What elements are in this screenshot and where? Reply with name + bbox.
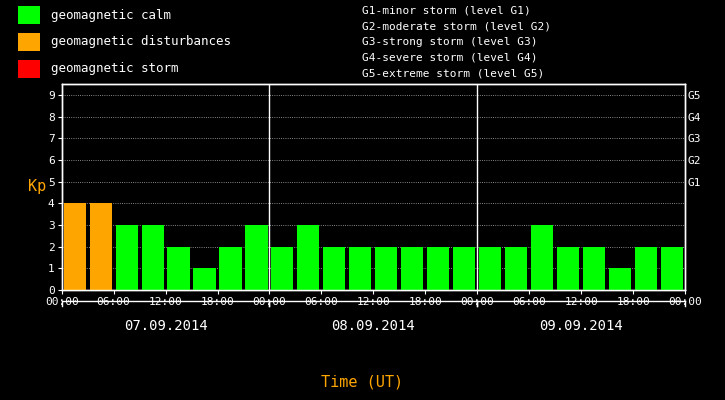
Bar — [194, 268, 215, 290]
Bar — [18, 33, 40, 51]
Bar — [64, 203, 86, 290]
Bar — [453, 247, 476, 290]
Bar — [246, 225, 268, 290]
Bar — [115, 225, 138, 290]
Text: 07.09.2014: 07.09.2014 — [124, 319, 207, 333]
Bar — [479, 247, 501, 290]
Text: 08.09.2014: 08.09.2014 — [331, 319, 415, 333]
Bar — [583, 247, 605, 290]
Bar — [323, 247, 345, 290]
Bar — [402, 247, 423, 290]
Text: geomagnetic calm: geomagnetic calm — [51, 9, 171, 22]
Text: G3-strong storm (level G3): G3-strong storm (level G3) — [362, 37, 538, 47]
Bar — [349, 247, 371, 290]
Text: 09.09.2014: 09.09.2014 — [539, 319, 623, 333]
Bar — [635, 247, 657, 290]
Bar — [18, 60, 40, 78]
Bar — [297, 225, 320, 290]
Bar — [661, 247, 683, 290]
Bar — [167, 247, 189, 290]
Text: geomagnetic disturbances: geomagnetic disturbances — [51, 36, 231, 48]
Text: G1-minor storm (level G1): G1-minor storm (level G1) — [362, 6, 531, 16]
Bar — [558, 247, 579, 290]
Text: G2-moderate storm (level G2): G2-moderate storm (level G2) — [362, 22, 552, 32]
Text: Time (UT): Time (UT) — [321, 374, 404, 390]
Text: G5-extreme storm (level G5): G5-extreme storm (level G5) — [362, 68, 544, 78]
Bar — [376, 247, 397, 290]
Bar — [18, 6, 40, 24]
Bar — [141, 225, 164, 290]
Bar — [90, 203, 112, 290]
Bar — [505, 247, 527, 290]
Bar — [271, 247, 294, 290]
Bar — [531, 225, 553, 290]
Y-axis label: Kp: Kp — [28, 180, 46, 194]
Bar — [427, 247, 450, 290]
Bar — [220, 247, 241, 290]
Bar — [609, 268, 631, 290]
Text: G4-severe storm (level G4): G4-severe storm (level G4) — [362, 52, 538, 62]
Text: geomagnetic storm: geomagnetic storm — [51, 62, 178, 75]
